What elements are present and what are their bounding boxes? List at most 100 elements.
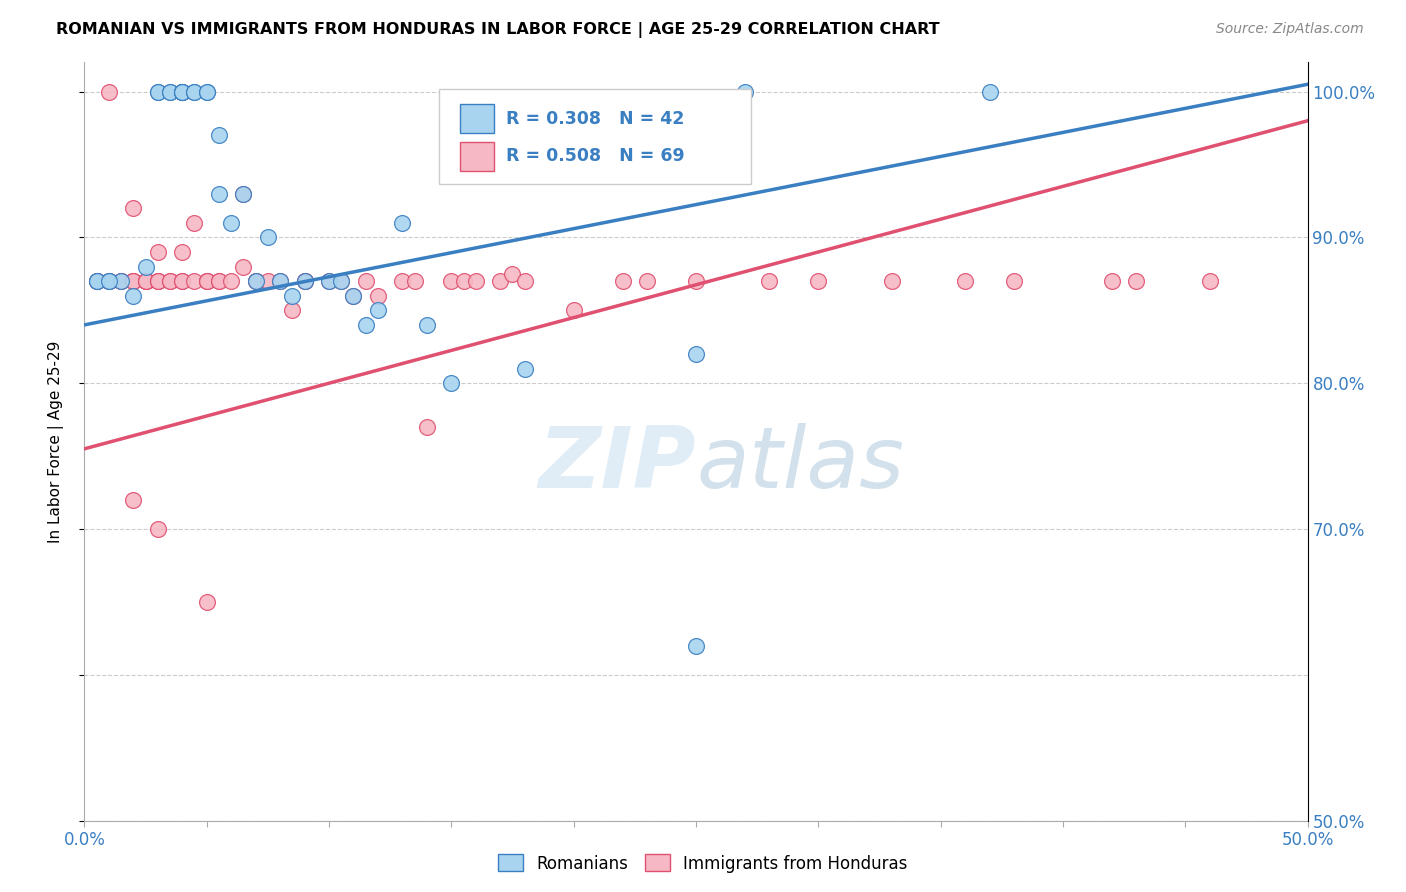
- Point: [612, 274, 634, 288]
- Point: [183, 85, 205, 99]
- Point: [195, 85, 218, 99]
- Point: [354, 274, 377, 288]
- Point: [135, 274, 157, 288]
- Point: [367, 289, 389, 303]
- Text: ROMANIAN VS IMMIGRANTS FROM HONDURAS IN LABOR FORCE | AGE 25-29 CORRELATION CHAR: ROMANIAN VS IMMIGRANTS FROM HONDURAS IN …: [56, 22, 939, 38]
- Point: [183, 274, 205, 288]
- Point: [502, 267, 524, 281]
- Point: [281, 289, 304, 303]
- Point: [318, 274, 340, 288]
- Point: [172, 85, 194, 99]
- Point: [367, 303, 389, 318]
- Point: [122, 289, 145, 303]
- Point: [159, 85, 181, 99]
- Point: [195, 595, 218, 609]
- Point: [122, 274, 145, 288]
- Point: [318, 274, 340, 288]
- Point: [232, 260, 254, 274]
- Point: [135, 274, 157, 288]
- Point: [685, 347, 707, 361]
- Point: [979, 85, 1001, 99]
- Point: [232, 186, 254, 201]
- Point: [440, 274, 463, 288]
- Point: [86, 274, 108, 288]
- Point: [880, 274, 903, 288]
- Point: [513, 361, 536, 376]
- Point: [146, 85, 169, 99]
- Point: [146, 85, 169, 99]
- Point: [172, 274, 194, 288]
- Point: [1101, 274, 1123, 288]
- Point: [135, 274, 157, 288]
- Point: [195, 274, 218, 288]
- Point: [245, 274, 267, 288]
- Point: [758, 274, 780, 288]
- Point: [953, 274, 976, 288]
- Point: [97, 85, 120, 99]
- Point: [294, 274, 316, 288]
- Point: [281, 303, 304, 318]
- Point: [257, 230, 280, 244]
- Point: [110, 274, 132, 288]
- Point: [122, 492, 145, 507]
- Point: [245, 274, 267, 288]
- Point: [416, 420, 439, 434]
- Point: [110, 274, 132, 288]
- Point: [636, 274, 658, 288]
- Point: [97, 274, 120, 288]
- Point: [208, 274, 231, 288]
- FancyBboxPatch shape: [460, 104, 494, 133]
- Point: [440, 376, 463, 391]
- Point: [685, 639, 707, 653]
- Point: [391, 274, 413, 288]
- Point: [86, 274, 108, 288]
- Point: [172, 274, 194, 288]
- Point: [110, 274, 132, 288]
- Point: [1125, 274, 1147, 288]
- Point: [97, 274, 120, 288]
- Point: [146, 522, 169, 536]
- Point: [807, 274, 830, 288]
- Point: [219, 274, 242, 288]
- Text: atlas: atlas: [696, 423, 904, 506]
- Point: [172, 85, 194, 99]
- Point: [195, 274, 218, 288]
- Point: [122, 274, 145, 288]
- Point: [734, 85, 756, 99]
- Point: [342, 289, 364, 303]
- Point: [354, 318, 377, 332]
- Point: [195, 85, 218, 99]
- FancyBboxPatch shape: [460, 142, 494, 171]
- Point: [416, 318, 439, 332]
- Point: [183, 85, 205, 99]
- Point: [464, 274, 486, 288]
- Point: [122, 274, 145, 288]
- Point: [135, 260, 157, 274]
- Text: R = 0.308   N = 42: R = 0.308 N = 42: [506, 110, 685, 128]
- Point: [489, 274, 512, 288]
- Point: [342, 289, 364, 303]
- Point: [97, 274, 120, 288]
- Point: [159, 274, 181, 288]
- Point: [513, 274, 536, 288]
- Point: [159, 274, 181, 288]
- Point: [146, 274, 169, 288]
- Point: [453, 274, 475, 288]
- Point: [172, 85, 194, 99]
- Legend: Romanians, Immigrants from Honduras: Romanians, Immigrants from Honduras: [492, 847, 914, 880]
- Point: [269, 274, 291, 288]
- Point: [146, 244, 169, 259]
- Point: [269, 274, 291, 288]
- Point: [330, 274, 353, 288]
- Point: [257, 274, 280, 288]
- Point: [562, 303, 585, 318]
- Point: [1198, 274, 1220, 288]
- Point: [86, 274, 108, 288]
- Point: [404, 274, 426, 288]
- Point: [1002, 274, 1025, 288]
- Point: [219, 216, 242, 230]
- Point: [208, 128, 231, 143]
- Point: [208, 274, 231, 288]
- Point: [294, 274, 316, 288]
- Point: [146, 274, 169, 288]
